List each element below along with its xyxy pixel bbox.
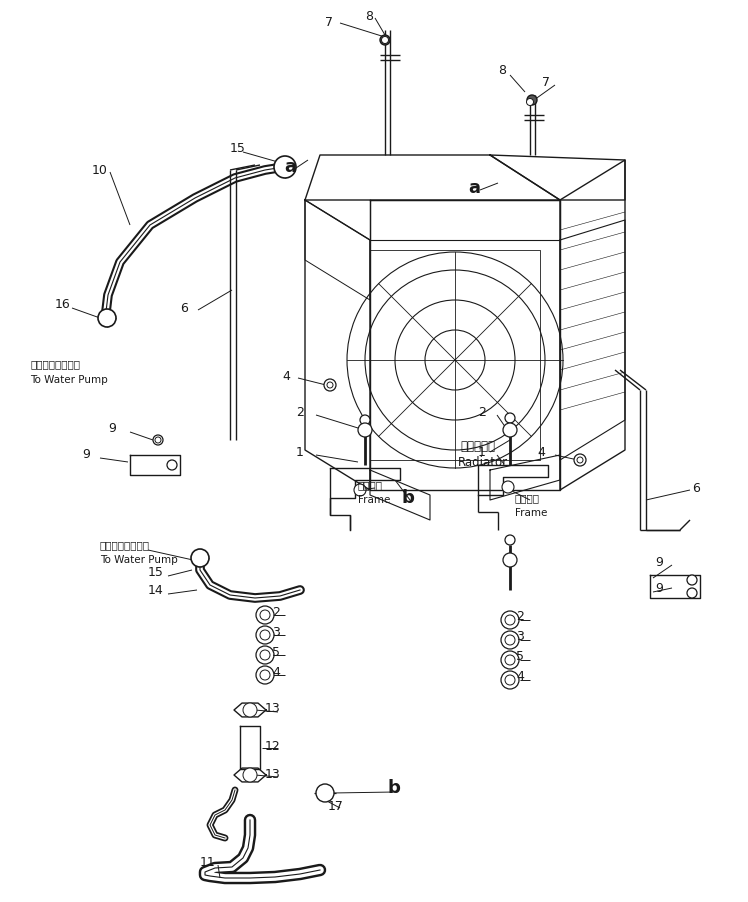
Circle shape (260, 630, 270, 640)
Circle shape (527, 98, 533, 106)
Circle shape (527, 95, 537, 105)
Text: ウォータポンプへ: ウォータポンプへ (30, 359, 80, 369)
Text: フレーム: フレーム (358, 480, 383, 490)
Text: 2: 2 (516, 611, 524, 623)
Text: 4: 4 (272, 666, 280, 678)
Circle shape (687, 588, 697, 598)
Text: ウォータポンプへ: ウォータポンプへ (100, 540, 150, 550)
Circle shape (574, 454, 586, 466)
Text: 6: 6 (692, 482, 700, 494)
Text: 9: 9 (108, 421, 116, 435)
Text: 9: 9 (82, 448, 90, 462)
Circle shape (505, 615, 515, 625)
Circle shape (503, 553, 517, 567)
Circle shape (505, 413, 515, 423)
Circle shape (380, 35, 390, 45)
Text: 13: 13 (265, 702, 280, 714)
Text: 9: 9 (655, 556, 663, 568)
Text: 5: 5 (516, 650, 524, 664)
Circle shape (243, 768, 257, 782)
Text: a: a (468, 179, 480, 197)
Text: 17: 17 (328, 799, 344, 813)
Circle shape (505, 635, 515, 645)
Text: 2: 2 (272, 605, 280, 619)
Circle shape (327, 382, 333, 388)
Text: 3: 3 (272, 625, 280, 639)
Circle shape (256, 606, 274, 624)
Circle shape (256, 626, 274, 644)
Circle shape (505, 535, 515, 545)
Text: 15: 15 (230, 142, 246, 154)
Text: b: b (402, 489, 415, 507)
Text: 7: 7 (325, 15, 333, 29)
Text: 5: 5 (272, 646, 280, 658)
Circle shape (358, 423, 372, 437)
Circle shape (274, 156, 296, 178)
Circle shape (501, 651, 519, 669)
Text: Radiator: Radiator (458, 456, 508, 468)
Text: ラジエータ: ラジエータ (460, 440, 495, 454)
Text: Frame: Frame (515, 508, 548, 518)
Circle shape (501, 611, 519, 629)
Text: 1: 1 (478, 446, 486, 458)
Text: 9: 9 (655, 582, 663, 594)
Text: 2: 2 (296, 406, 304, 419)
Text: 6: 6 (180, 301, 188, 315)
Circle shape (316, 784, 334, 802)
Circle shape (360, 415, 370, 425)
Circle shape (502, 481, 514, 493)
Circle shape (256, 666, 274, 684)
Circle shape (503, 423, 517, 437)
Circle shape (505, 675, 515, 685)
Text: 15: 15 (148, 566, 164, 578)
Circle shape (153, 435, 163, 445)
Circle shape (354, 484, 366, 496)
Text: 2: 2 (478, 406, 486, 419)
Text: 7: 7 (542, 76, 550, 88)
Circle shape (505, 655, 515, 665)
Text: 13: 13 (265, 769, 280, 781)
Text: b: b (388, 779, 401, 797)
Circle shape (577, 457, 583, 463)
Text: Frame: Frame (358, 495, 390, 505)
Circle shape (501, 671, 519, 689)
Text: 4: 4 (282, 370, 290, 382)
Circle shape (191, 549, 209, 567)
Text: To Water Pump: To Water Pump (100, 555, 178, 565)
Circle shape (260, 670, 270, 680)
Circle shape (155, 437, 161, 443)
Text: 14: 14 (148, 584, 164, 596)
Text: To Water Pump: To Water Pump (30, 375, 108, 385)
Circle shape (256, 646, 274, 664)
Circle shape (98, 309, 116, 327)
Circle shape (243, 703, 257, 717)
Text: 3: 3 (516, 630, 524, 643)
Circle shape (167, 460, 177, 470)
Text: 4: 4 (537, 446, 545, 458)
Text: 4: 4 (516, 670, 524, 684)
Text: 1: 1 (296, 446, 304, 458)
Text: 16: 16 (55, 299, 71, 311)
Circle shape (260, 610, 270, 620)
Circle shape (324, 379, 336, 391)
Circle shape (381, 36, 388, 43)
Text: 8: 8 (365, 10, 373, 23)
Circle shape (687, 575, 697, 585)
Text: フレーム: フレーム (515, 493, 540, 503)
Text: 12: 12 (265, 740, 280, 752)
Text: a: a (284, 158, 296, 176)
Circle shape (260, 650, 270, 660)
Text: 8: 8 (498, 63, 506, 77)
Text: 10: 10 (92, 163, 108, 177)
Text: 11: 11 (200, 855, 215, 869)
Circle shape (501, 631, 519, 649)
